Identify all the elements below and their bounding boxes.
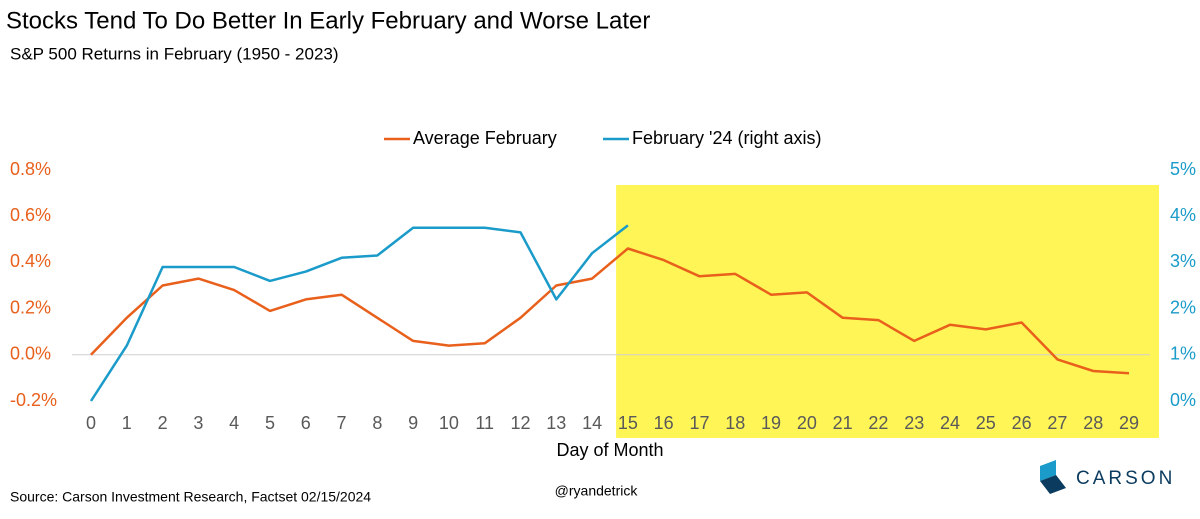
y2-tick-label: 2% (1170, 297, 1196, 317)
logo-text: CARSON (1076, 468, 1175, 489)
chart-subtitle: S&P 500 Returns in February (1950 - 2023… (10, 44, 339, 63)
x-tick-label: 11 (475, 413, 494, 433)
x-tick-label: 6 (301, 413, 311, 433)
x-tick-label: 15 (618, 413, 638, 433)
logo-icon (1040, 460, 1066, 494)
x-tick-label: 19 (761, 413, 781, 433)
y-tick-label: 0.2% (10, 297, 51, 317)
y-tick-label: 0.6% (10, 205, 51, 225)
y-tick-label: 0.8% (10, 159, 51, 179)
y2-tick-label: 3% (1170, 251, 1196, 271)
x-tick-label: 22 (868, 413, 888, 433)
x-tick-label: 13 (546, 413, 566, 433)
x-tick-label: 24 (940, 413, 960, 433)
x-tick-label: 20 (797, 413, 817, 433)
author-handle: @ryandetrick (555, 483, 639, 499)
x-tick-label: 9 (408, 413, 418, 433)
y2-tick-label: 1% (1170, 344, 1196, 364)
x-axis-title: Day of Month (556, 440, 663, 460)
x-tick-label: 23 (904, 413, 924, 433)
y-tick-label: 0.0% (10, 344, 51, 364)
x-tick-label: 29 (1119, 413, 1139, 433)
x-tick-label: 2 (158, 413, 168, 433)
x-tick-label: 3 (193, 413, 203, 433)
x-tick-label: 10 (439, 413, 459, 433)
x-tick-label: 26 (1012, 413, 1032, 433)
chart-title: Stocks Tend To Do Better In Early Februa… (6, 7, 650, 34)
x-tick-label: 5 (265, 413, 275, 433)
x-tick-label: 1 (122, 413, 132, 433)
x-tick-label: 4 (229, 413, 239, 433)
x-tick-label: 25 (976, 413, 996, 433)
x-tick-label: 27 (1047, 413, 1067, 433)
x-tick-label: 16 (654, 413, 674, 433)
y-tick-label: 0.4% (10, 251, 51, 271)
legend-label: Average February (413, 128, 557, 148)
x-tick-label: 14 (582, 413, 602, 433)
highlight-region (616, 185, 1159, 438)
x-tick-label: 21 (833, 413, 853, 433)
y-tick-label: -0.2% (10, 390, 57, 410)
x-tick-label: 17 (689, 413, 709, 433)
data-line (90, 247, 1130, 375)
legend-label: February '24 (right axis) (632, 128, 822, 148)
x-tick-label: 7 (337, 413, 347, 433)
data-line (89, 224, 629, 402)
y2-tick-label: 5% (1170, 159, 1196, 179)
y2-tick-label: 0% (1170, 390, 1196, 410)
y2-tick-label: 4% (1170, 205, 1196, 225)
x-tick-label: 18 (725, 413, 745, 433)
x-tick-label: 0 (86, 413, 96, 433)
x-tick-label: 8 (372, 413, 382, 433)
x-tick-label: 28 (1083, 413, 1103, 433)
source-note: Source: Carson Investment Research, Fact… (10, 489, 371, 505)
x-tick-label: 12 (511, 413, 531, 433)
